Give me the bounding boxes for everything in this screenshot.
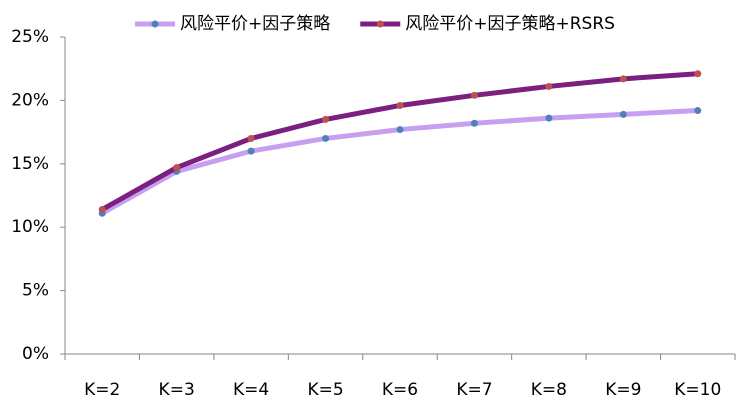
data-point bbox=[545, 114, 553, 122]
legend-label: 风险平价+因子策略 bbox=[180, 14, 330, 34]
data-point bbox=[545, 82, 553, 90]
x-tick-label: K=10 bbox=[674, 380, 721, 400]
data-point bbox=[619, 110, 627, 118]
y-tick-label: 5% bbox=[22, 281, 49, 301]
x-tick-label: K=9 bbox=[605, 380, 641, 400]
x-tick-label: K=5 bbox=[307, 380, 343, 400]
data-point bbox=[173, 164, 181, 172]
x-tick-label: K=6 bbox=[382, 380, 418, 400]
y-tick-label: 20% bbox=[11, 90, 49, 110]
y-tick-label: 25% bbox=[11, 27, 49, 47]
data-point bbox=[470, 119, 478, 127]
y-tick-label: 15% bbox=[11, 154, 49, 174]
y-tick-label: 10% bbox=[11, 217, 49, 237]
x-tick-label: K=4 bbox=[233, 380, 269, 400]
data-point bbox=[247, 134, 255, 142]
data-point bbox=[694, 107, 702, 115]
x-tick-label: K=8 bbox=[531, 380, 567, 400]
data-point bbox=[396, 126, 404, 134]
series-line bbox=[100, 71, 698, 212]
data-point bbox=[247, 147, 255, 155]
data-point bbox=[694, 70, 702, 78]
data-point bbox=[619, 75, 627, 83]
legend-marker bbox=[376, 20, 384, 28]
data-point bbox=[470, 91, 478, 99]
x-tick-label: K=3 bbox=[159, 380, 195, 400]
x-tick-label: K=7 bbox=[456, 380, 492, 400]
y-tick-label: 0% bbox=[22, 344, 49, 364]
legend-marker bbox=[151, 20, 159, 28]
data-point bbox=[98, 205, 106, 213]
data-point bbox=[322, 134, 330, 142]
x-tick-label: K=2 bbox=[84, 380, 120, 400]
data-point bbox=[322, 115, 330, 123]
data-point bbox=[396, 101, 404, 109]
legend-label: 风险平价+因子策略+RSRS bbox=[405, 14, 615, 34]
